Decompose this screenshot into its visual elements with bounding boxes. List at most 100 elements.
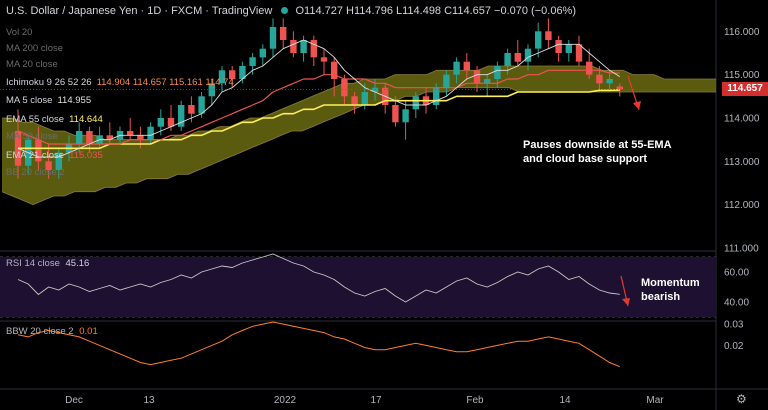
- candle-body: [565, 44, 572, 53]
- y-axis-ticks: 111.000 112.000 113.000 114.000 115.000 116.0…: [724, 27, 760, 352]
- candle: [331, 57, 338, 97]
- candle: [280, 18, 287, 49]
- candle: [473, 66, 481, 92]
- candle: [249, 53, 256, 75]
- x-axis-ticks: Dec 13 2022 17 Feb 14 Mar: [65, 395, 664, 406]
- candle: [147, 122, 154, 144]
- candle-body: [208, 83, 215, 97]
- indicator-3[interactable]: Ichimoku 9 26 52 26 114.904 114.657 115.1…: [6, 77, 234, 88]
- ema21-line: [17, 69, 620, 145]
- rsi-band-fill: [0, 257, 716, 317]
- indicator-label: MA 5 close: [6, 95, 53, 106]
- candle: [514, 40, 521, 66]
- candle: [382, 83, 389, 114]
- rsi-arrow-head: [622, 298, 630, 306]
- candle-body: [106, 135, 113, 140]
- indicator-value: 114.955: [57, 95, 92, 106]
- indicator-4[interactable]: MA 5 close 114.955: [6, 95, 91, 106]
- candle-body: [86, 131, 93, 144]
- indicator-value: 115.035: [69, 150, 103, 161]
- candle-body: [35, 139, 42, 162]
- symbol-title: U.S. Dollar / Japanese Yen · 1D · FXCM ·…: [6, 5, 273, 17]
- x-tick-label: 13: [143, 395, 155, 406]
- indicator-label: EMA 55 close: [6, 114, 65, 125]
- candle-body: [188, 105, 195, 114]
- candle-body: [504, 53, 511, 66]
- candle-body: [178, 105, 185, 127]
- candle: [127, 118, 134, 140]
- rsi-label: RSI 14 close: [6, 258, 60, 269]
- candle-body: [596, 74, 603, 84]
- annotation-arrows: [620, 75, 641, 307]
- candle-body: [198, 96, 205, 114]
- price-tick-label: 115.000: [724, 70, 760, 81]
- indicator-8[interactable]: BB 20 close 2: [6, 167, 65, 178]
- candle-body: [320, 57, 328, 62]
- candle: [545, 18, 552, 49]
- candle-body: [453, 61, 460, 75]
- candle: [269, 18, 277, 58]
- candle: [208, 79, 215, 105]
- rsi-value: 45.16: [65, 258, 90, 269]
- candle-body: [55, 152, 62, 170]
- candle-body: [259, 48, 266, 58]
- indicator-2[interactable]: MA 20 close: [6, 59, 58, 70]
- ohlc-readout: O114.727 H114.796 L114.498 C114.657 −0.0…: [295, 5, 577, 17]
- candle-body: [331, 61, 338, 79]
- candle: [616, 83, 623, 97]
- candle: [45, 144, 52, 179]
- indicator-label: BB 20 close 2: [6, 167, 65, 178]
- candle-body: [392, 105, 399, 123]
- indicator-0[interactable]: Vol 20: [6, 27, 32, 38]
- candle: [453, 57, 460, 84]
- indicator-7[interactable]: EMA 21 close 115.035: [6, 150, 103, 161]
- candle: [106, 122, 113, 144]
- rsi-legend: RSI 14 close 45.16: [6, 258, 89, 269]
- x-tick-label: Mar: [646, 395, 664, 406]
- rsi-tick-label: 60.00: [724, 268, 749, 279]
- price-arrow-head: [633, 101, 641, 110]
- price-tick-label: 113.000: [724, 157, 760, 168]
- indicator-5[interactable]: EMA 55 close 114.644: [6, 114, 103, 125]
- candle-body: [167, 118, 175, 127]
- candle-body: [76, 131, 83, 144]
- chart-header: U.S. Dollar / Japanese Yen · 1D · FXCM ·…: [6, 5, 576, 17]
- cloud-span-b: [1, 87, 716, 206]
- indicator-label: MA 50 close: [6, 131, 58, 142]
- candle: [341, 74, 348, 105]
- status-dot: [281, 7, 289, 14]
- indicator-label: EMA 21 close: [6, 150, 65, 161]
- indicator-label: Ichimoku 9 26 52 26: [6, 77, 92, 88]
- candle-body: [443, 74, 450, 88]
- indicator-1[interactable]: MA 200 close: [6, 43, 63, 54]
- candle-body: [535, 31, 542, 49]
- candle: [320, 48, 328, 75]
- price-tick-label: 114.000: [724, 114, 760, 125]
- candle-body: [239, 66, 246, 79]
- candle-body: [229, 70, 236, 79]
- candle: [555, 35, 562, 62]
- x-tick-label: Dec: [65, 395, 83, 406]
- candle-body: [137, 135, 144, 140]
- candle-body: [586, 61, 593, 75]
- bbw-value: 0.01: [79, 326, 98, 337]
- bbw-legend: BBW 20 close 2 0.01: [6, 326, 98, 337]
- candle-body: [127, 131, 134, 136]
- ma5-line: [17, 39, 621, 158]
- candle-body: [157, 118, 164, 127]
- candle: [259, 44, 266, 66]
- last-price-tag: 114.657: [722, 82, 768, 96]
- indicator-label: Vol 20: [6, 27, 33, 38]
- candle-body: [280, 27, 287, 40]
- candle-body: [300, 40, 307, 53]
- bbw-tick-label: 0.02: [724, 341, 744, 352]
- candle: [565, 40, 572, 62]
- indicator-6[interactable]: MA 50 close: [6, 131, 58, 142]
- candle: [402, 100, 409, 140]
- bbw-series: [17, 321, 620, 368]
- settings-gear-icon[interactable]: ⚙: [736, 392, 747, 406]
- candle: [484, 74, 491, 97]
- candle: [218, 66, 226, 92]
- candle-body: [473, 70, 481, 84]
- candle-body: [484, 79, 491, 84]
